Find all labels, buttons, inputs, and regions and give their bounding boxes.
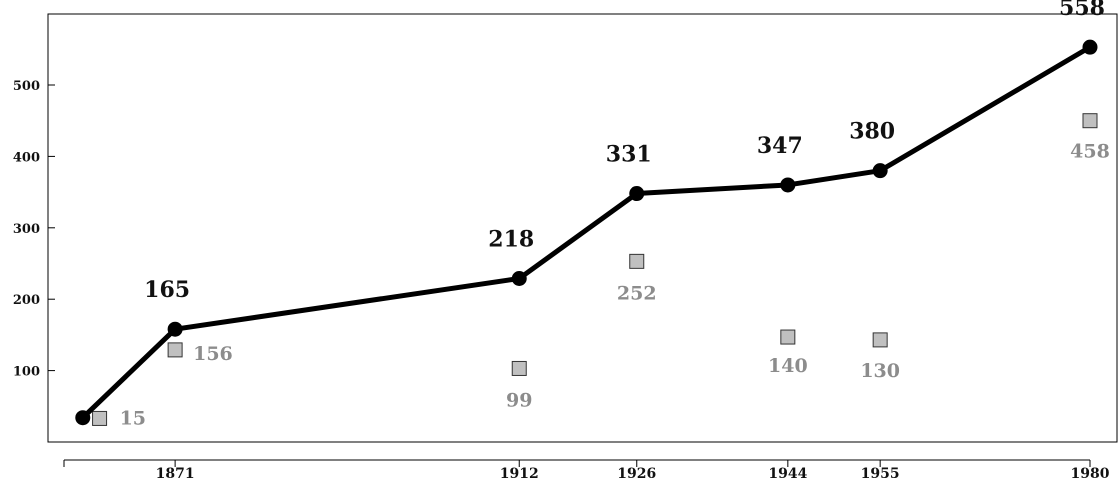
y-tick-label: 500 [13,79,40,94]
square-data-label: 99 [506,389,532,411]
series-line [81,45,1092,420]
y-tick-label: 300 [13,222,40,237]
x-axis: 1871 1912 1926 1944 1955 1980 [63,460,1110,480]
line-data-label: 347 [757,133,803,159]
square-marker [167,342,183,358]
square-data-label: 130 [860,360,900,382]
line-point [1082,39,1098,55]
square-data-label: 140 [768,355,808,377]
square-marker [1082,113,1098,129]
y-tick-label: 200 [13,293,40,308]
square-marker [511,360,527,376]
y-tick-label: 100 [13,365,40,380]
line-point [75,410,91,426]
x-tick-label: 1955 [861,466,900,480]
line-point [511,270,527,286]
x-tick-label: 1912 [500,466,539,480]
square-marker [872,332,888,348]
line-data-label: 380 [849,119,895,145]
square-marker [629,253,645,269]
line-data-label: 165 [144,277,190,303]
x-tick-label: 1944 [768,466,807,480]
y-tick-label: 400 [13,150,40,165]
square-marker [92,410,108,426]
line-point [780,177,796,193]
series-group: 15 156 99 252 140 130 458 165 218 331 347 380 558 [75,0,1110,429]
line-data-label: 331 [606,142,652,168]
square-marker [780,329,796,345]
y-axis: 100 200 300 400 500 [13,79,55,380]
square-data-label: 458 [1070,141,1110,163]
square-data-label: 252 [617,282,657,304]
x-tick-label: 1980 [1071,466,1110,480]
line-data-label: 218 [488,226,534,252]
x-tick-label: 1871 [156,466,195,480]
line-point [872,163,888,179]
line-point [167,321,183,337]
plot-frame [47,13,1118,443]
line-data-label: 558 [1059,0,1105,21]
square-data-label: 156 [193,343,233,365]
line-point [629,186,645,202]
x-tick-label: 1926 [617,466,656,480]
square-data-label: 15 [120,407,146,429]
